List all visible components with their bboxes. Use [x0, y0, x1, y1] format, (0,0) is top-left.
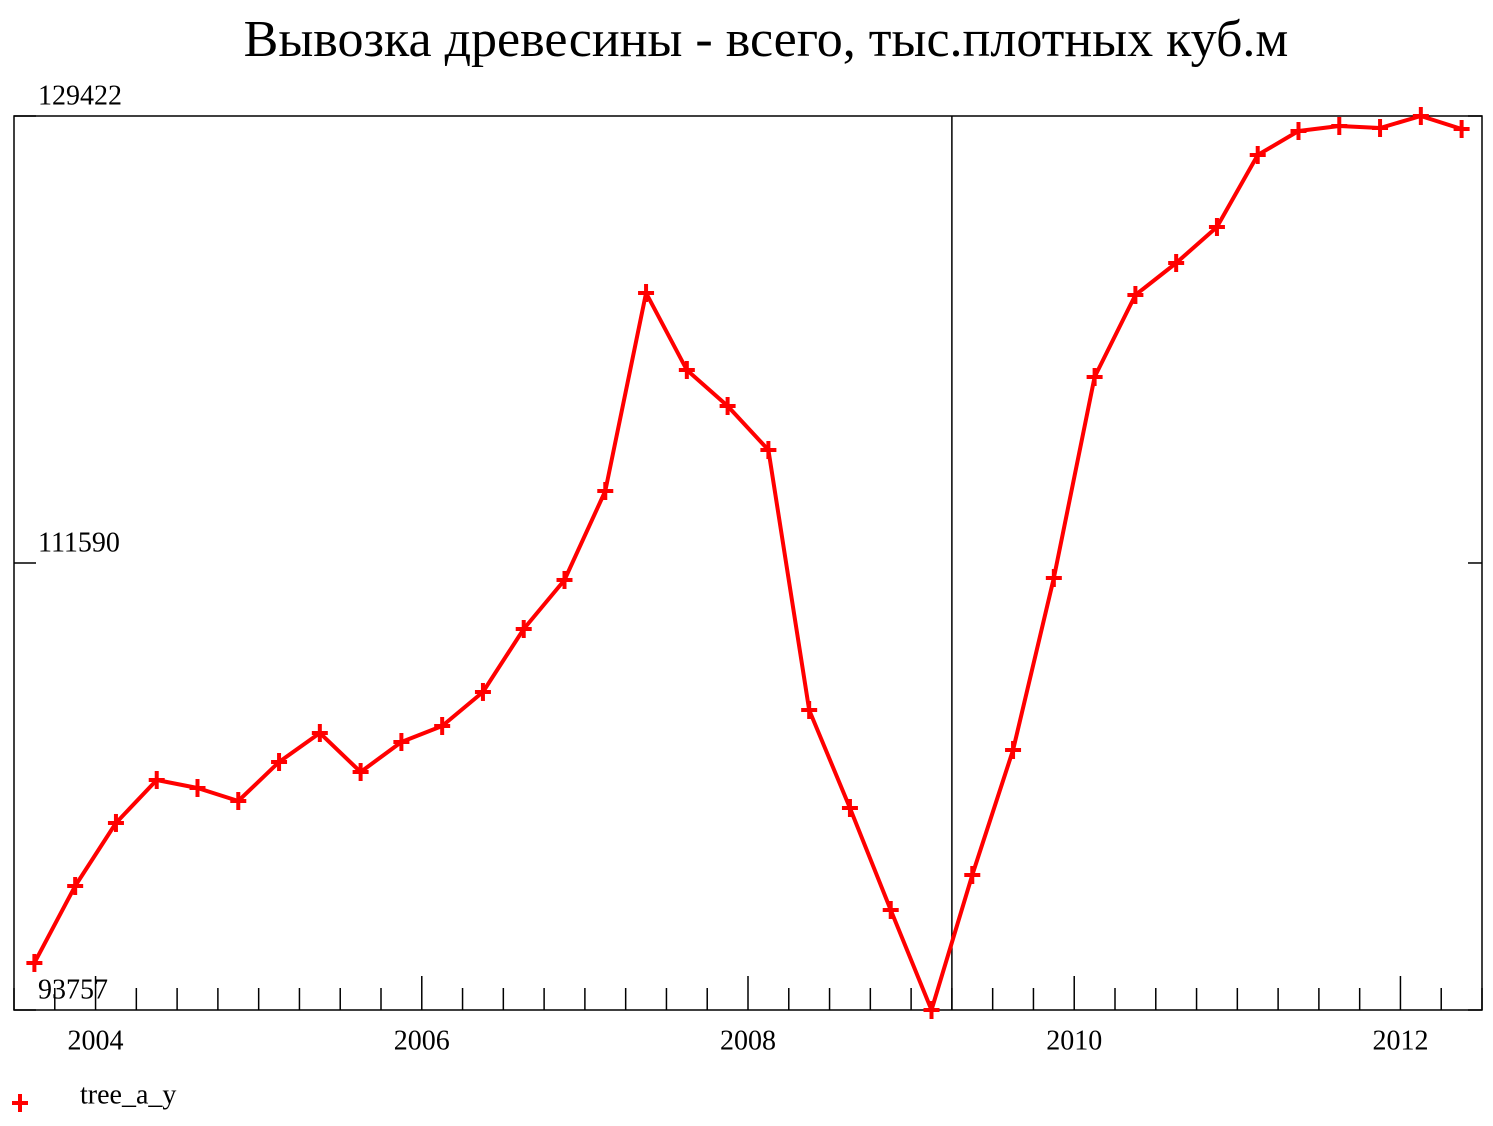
- data-point: [1127, 286, 1144, 305]
- data-point: [271, 752, 288, 771]
- data-point: [801, 700, 818, 719]
- data-point: [352, 762, 369, 781]
- plot-frame: [13, 115, 1483, 1011]
- data-point: [1208, 217, 1225, 236]
- y-tick-label: 93757: [38, 974, 108, 1005]
- data-point: [67, 876, 84, 895]
- x-tick-label: 2006: [394, 1025, 450, 1056]
- data-point: [1331, 117, 1348, 136]
- data-point: [1412, 107, 1429, 125]
- data-point: [597, 481, 614, 500]
- series-line: [32, 114, 1463, 1012]
- x-tick-label: 2004: [68, 1025, 124, 1056]
- data-point: [515, 619, 532, 638]
- y-tick-label: 111590: [38, 527, 120, 558]
- data-point: [26, 953, 43, 972]
- data-point: [474, 682, 491, 701]
- data-point: [1086, 367, 1103, 386]
- data-point: [760, 440, 777, 459]
- data-point: [393, 732, 410, 751]
- legend-marker: [12, 1094, 28, 1112]
- data-point: [434, 716, 451, 735]
- data-point: [841, 798, 858, 817]
- data-point: [964, 865, 981, 884]
- data-point: [678, 360, 695, 379]
- data-point: [1249, 146, 1266, 165]
- data-point: [882, 900, 899, 919]
- x-tick-label: 2012: [1372, 1025, 1428, 1056]
- x-tick-label: 2008: [720, 1025, 776, 1056]
- data-point: [1290, 121, 1307, 140]
- x-tick-label: 2010: [1046, 1025, 1102, 1056]
- data-point: [189, 778, 206, 797]
- y-tick-label: 129422: [38, 80, 122, 111]
- data-point: [230, 791, 247, 810]
- data-point: [1045, 569, 1062, 588]
- data-point: [107, 813, 124, 832]
- data-point: [1372, 119, 1389, 138]
- data-point: [1005, 740, 1022, 759]
- data-point: [923, 1001, 940, 1019]
- data-point: [638, 283, 655, 302]
- data-point: [719, 396, 736, 415]
- data-point: [311, 723, 328, 742]
- chart-title: Вывозка древесины - всего, тыс.плотных к…: [244, 11, 1289, 68]
- legend-label: tree_a_y: [80, 1079, 176, 1110]
- data-point: [1168, 253, 1185, 272]
- data-point: [1453, 120, 1470, 139]
- data-point: [556, 570, 573, 589]
- data-point: [148, 770, 165, 789]
